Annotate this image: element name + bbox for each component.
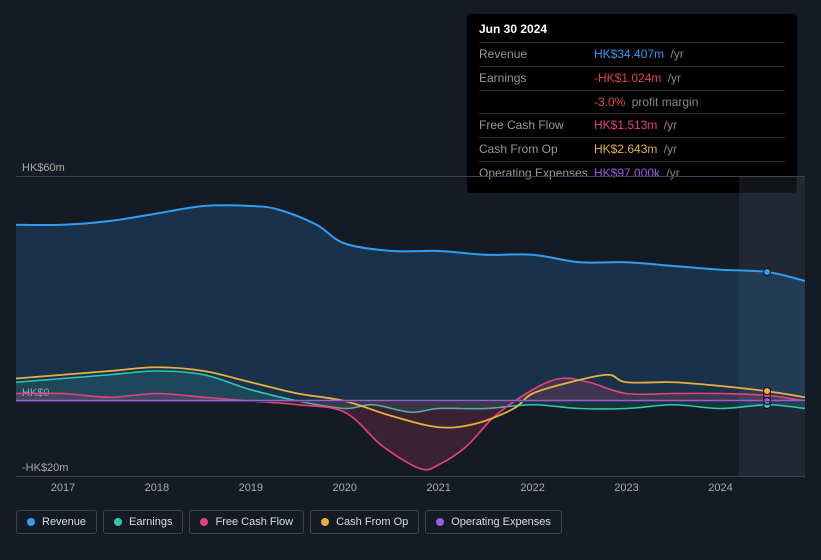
tooltip-row-value: -3.0% [594,95,625,109]
tooltip-row-suffix: /yr [660,118,677,132]
tooltip-date: Jun 30 2024 [479,22,785,36]
x-axis-label: 2022 [520,482,544,494]
series-marker [763,268,771,276]
x-axis-label: 2019 [239,482,263,494]
y-axis-label: HK$60m [22,162,65,174]
tooltip-row-suffix: /yr [660,142,677,156]
gridline [16,476,805,477]
legend-dot-icon [114,518,122,526]
tooltip-row-label: Earnings [479,70,594,87]
tooltip-row-label: Free Cash Flow [479,117,594,134]
x-axis-label: 2024 [708,482,732,494]
financials-chart: HK$60mHK$0-HK$20m 2017201820192020202120… [16,160,805,540]
chart-svg [16,176,805,476]
chart-plot-area[interactable] [16,176,805,476]
tooltip-row: Free Cash FlowHK$1.513m /yr [479,113,785,137]
legend-label: Operating Expenses [451,516,551,528]
x-axis-label: 2017 [51,482,75,494]
gridline [16,401,805,402]
tooltip-row-value: HK$1.513m [594,118,657,132]
legend-item[interactable]: Cash From Op [310,510,419,534]
tooltip-row: -3.0% profit margin [479,90,785,114]
tooltip-row-suffix: /yr [667,47,684,61]
legend-item[interactable]: Free Cash Flow [189,510,304,534]
tooltip-row-value: HK$34.407m [594,47,664,61]
x-axis-label: 2021 [426,482,450,494]
chart-legend: Revenue Earnings Free Cash Flow Cash From O… [16,510,562,534]
legend-dot-icon [321,518,329,526]
legend-label: Revenue [42,516,86,528]
tooltip-row-suffix: profit margin [628,95,698,109]
tooltip-row: Cash From OpHK$2.643m /yr [479,137,785,161]
x-axis: 2017 2018 2019 2020 2021 2022 2023 2024 [16,482,805,498]
tooltip-row-value: -HK$1.024m [594,71,661,85]
legend-item[interactable]: Revenue [16,510,97,534]
tooltip-row-value: HK$2.643m [594,142,657,156]
legend-label: Free Cash Flow [215,516,293,528]
tooltip-row-label [479,94,594,111]
gridline [16,176,805,177]
legend-dot-icon [27,518,35,526]
series-marker [763,387,771,395]
legend-item[interactable]: Operating Expenses [425,510,562,534]
legend-dot-icon [436,518,444,526]
tooltip-row-label: Cash From Op [479,141,594,158]
legend-dot-icon [200,518,208,526]
x-axis-label: 2023 [614,482,638,494]
tooltip-row: RevenueHK$34.407m /yr [479,42,785,66]
tooltip-row: Earnings-HK$1.024m /yr [479,66,785,90]
x-axis-label: 2018 [145,482,169,494]
legend-item[interactable]: Earnings [103,510,183,534]
x-axis-label: 2020 [333,482,357,494]
tooltip-row-label: Revenue [479,46,594,63]
tooltip-row-suffix: /yr [664,71,681,85]
legend-label: Cash From Op [336,516,408,528]
legend-label: Earnings [129,516,172,528]
